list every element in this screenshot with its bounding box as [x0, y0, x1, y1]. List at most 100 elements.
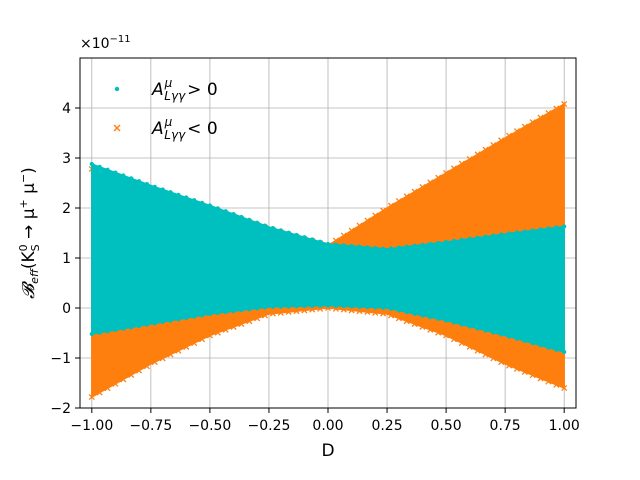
positive-point	[97, 330, 102, 335]
negative-point	[112, 380, 119, 387]
negative-point	[427, 179, 434, 186]
negative-point	[521, 368, 528, 376]
positive-point	[262, 305, 268, 310]
positive-point	[121, 326, 126, 331]
x-tick-label: 0.00	[312, 418, 343, 434]
negative-point	[521, 123, 528, 130]
positive-point	[404, 310, 409, 315]
y-tick-label: 0	[62, 301, 71, 317]
negative-point	[309, 306, 316, 313]
positive-point	[373, 245, 378, 251]
negative-point	[380, 207, 387, 214]
negative-point	[458, 340, 465, 347]
negative-point	[206, 332, 213, 339]
positive-point	[223, 310, 228, 315]
positive-point	[89, 161, 94, 167]
positive-point	[381, 246, 386, 251]
y-axis-label: 𝓑eff(K0S → μ+ μ−)	[17, 167, 42, 299]
positive-point	[554, 225, 559, 230]
negative-point	[466, 155, 473, 163]
positive-point	[381, 305, 386, 310]
positive-point	[506, 334, 512, 339]
positive-point	[144, 322, 150, 327]
positive-point	[349, 243, 354, 249]
positive-point	[475, 326, 480, 331]
positive-point	[247, 217, 252, 222]
positive-point	[459, 322, 464, 327]
positive-point	[286, 230, 291, 235]
positive-point	[530, 341, 535, 346]
negative-point	[230, 323, 237, 330]
x-tick-label: 1.00	[549, 418, 580, 434]
positive-point	[176, 317, 181, 322]
positive-point	[333, 303, 338, 308]
positive-point	[483, 328, 488, 333]
positive-point	[451, 238, 457, 244]
positive-point	[357, 304, 362, 309]
x-tick-label: −0.75	[129, 418, 172, 434]
positive-point	[278, 228, 283, 233]
negative-point	[364, 217, 371, 224]
y-tick-label: 1	[62, 251, 71, 267]
positive-point	[459, 237, 464, 242]
positive-point	[192, 198, 197, 203]
negative-point	[372, 309, 379, 316]
positive-point	[129, 325, 134, 330]
negative-point	[332, 237, 339, 244]
positive-point	[443, 239, 449, 245]
positive-point	[286, 304, 291, 309]
x-tick-label: −0.25	[247, 418, 290, 434]
positive-point	[357, 244, 362, 249]
positive-point	[239, 308, 244, 313]
negative-point	[175, 347, 182, 354]
x-tick-label: −1.00	[70, 418, 113, 434]
negative-point	[317, 305, 324, 312]
negative-point	[561, 100, 568, 108]
y-offset-text: ×10−11	[80, 34, 131, 52]
negative-point	[104, 385, 111, 392]
negative-point	[246, 318, 253, 325]
negative-point	[395, 315, 402, 322]
negative-point	[513, 128, 521, 135]
positive-point	[365, 305, 370, 310]
negative-point	[395, 197, 402, 205]
positive-point	[207, 311, 213, 317]
positive-point	[373, 305, 378, 310]
positive-point	[538, 343, 543, 348]
positive-point	[443, 318, 449, 323]
positive-point	[113, 327, 118, 333]
positive-point	[136, 179, 142, 184]
negative-point	[372, 212, 379, 219]
legend-marker-negative	[113, 124, 121, 132]
negative-point	[466, 343, 473, 350]
negative-point	[167, 351, 174, 358]
positive-point	[404, 244, 409, 249]
negative-point	[380, 310, 387, 317]
x-tick-label: 0.25	[371, 418, 402, 434]
positive-point	[105, 167, 110, 172]
positive-point	[420, 313, 425, 318]
x-ticks: −1.00 −0.75 −0.50 −0.25 0.00 0.25 0.50 0.75 1.00	[70, 408, 580, 434]
negative-point	[340, 232, 347, 239]
negative-point	[474, 151, 481, 158]
y-ticks: −2 −1 0 1 2 3 4	[50, 101, 80, 417]
positive-point	[388, 306, 394, 311]
positive-point	[428, 315, 433, 320]
positive-point	[255, 306, 260, 311]
positive-point	[184, 315, 189, 321]
negative-point	[261, 312, 269, 319]
y-tick-label: 3	[62, 151, 71, 167]
negative-point	[553, 105, 560, 112]
positive-point	[270, 226, 275, 231]
positive-point	[412, 243, 417, 248]
positive-point	[499, 332, 504, 337]
positive-point	[412, 311, 417, 316]
positive-point	[270, 304, 275, 309]
positive-point	[562, 349, 567, 355]
negative-point	[482, 146, 489, 153]
positive-point	[184, 195, 189, 200]
negative-point	[403, 193, 410, 200]
positive-point	[255, 220, 260, 225]
negative-point	[356, 308, 363, 315]
negative-point	[88, 393, 95, 401]
